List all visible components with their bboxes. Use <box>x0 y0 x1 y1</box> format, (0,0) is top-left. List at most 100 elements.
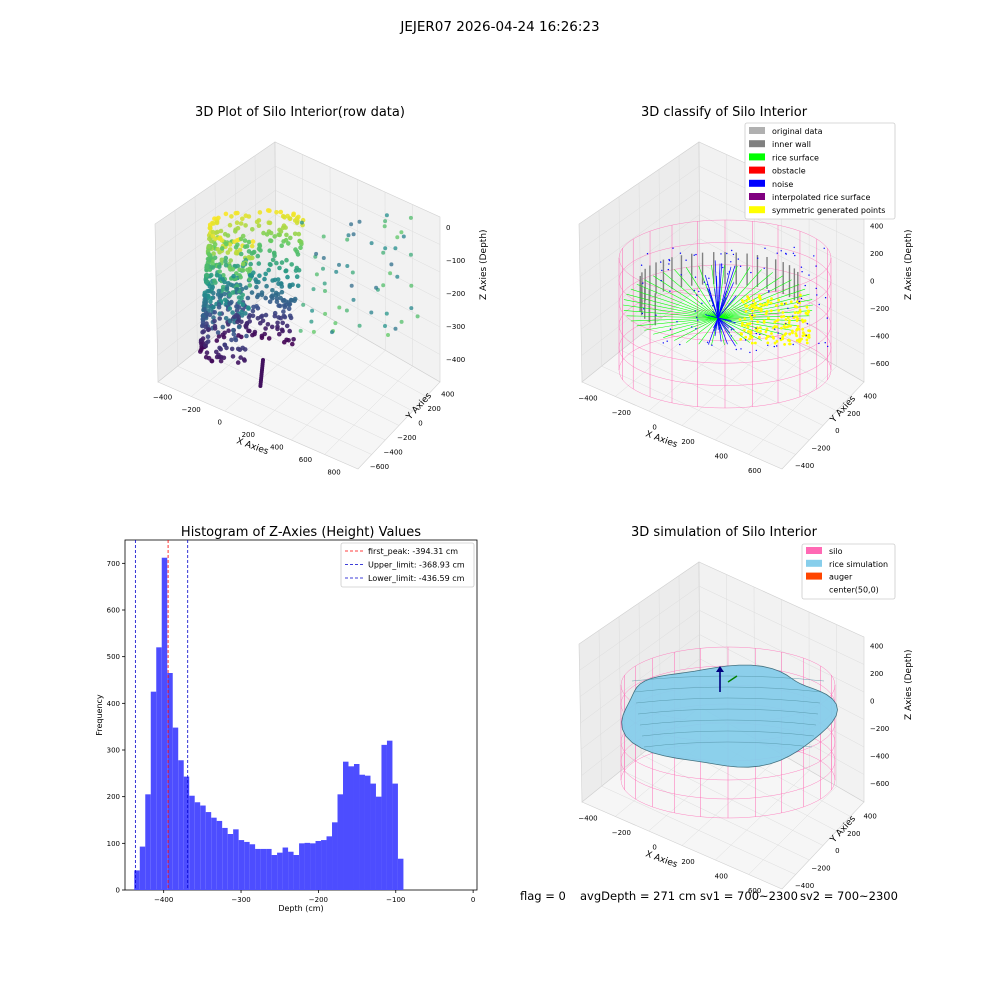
raw-data-point <box>270 278 275 283</box>
noise-ray <box>717 295 720 319</box>
raw-plot-ticks: −400−2000200400600800−600−400−2000200400… <box>153 224 465 476</box>
noise-point <box>721 264 723 266</box>
raw-data-outlier <box>369 241 374 246</box>
symmetric-point <box>781 311 785 314</box>
raw-data-outlier <box>311 287 316 292</box>
raw-data-point <box>236 324 242 330</box>
raw-data-point <box>235 319 240 325</box>
raw-data-point <box>230 310 235 315</box>
y-tick-label: 600 <box>107 607 120 615</box>
depth-histogram: Histogram of Z-Axies (Height) Values −40… <box>95 525 478 913</box>
histogram-bar <box>145 794 151 890</box>
symmetric-point <box>796 311 800 315</box>
raw-data-point <box>215 292 221 297</box>
rice-surface-ray <box>717 267 751 319</box>
noise-point <box>646 253 649 255</box>
histogram-bar <box>353 764 360 890</box>
raw-data-point <box>279 260 285 265</box>
histogram-bar <box>337 794 344 890</box>
raw-data-point <box>268 230 274 236</box>
raw-data-point <box>292 231 298 237</box>
symmetric-point <box>795 334 798 338</box>
raw-data-point <box>246 328 251 334</box>
rice-surface-ray <box>630 317 719 322</box>
raw-data-point <box>267 299 273 305</box>
symmetric-point <box>801 327 805 331</box>
x-tick-label: 600 <box>748 467 761 475</box>
raw-data-point <box>224 241 229 247</box>
symmetric-point <box>780 302 784 306</box>
raw-data-point <box>293 268 299 273</box>
noise-point <box>706 283 708 286</box>
histogram-bar <box>277 852 283 890</box>
raw-data-point <box>265 322 271 327</box>
raw-data-point <box>284 232 289 238</box>
raw-data-point <box>230 266 236 272</box>
y-tick-label: 700 <box>107 560 120 568</box>
raw-data-point <box>267 248 273 253</box>
symmetric-point <box>748 322 752 325</box>
raw-data-point <box>292 298 297 304</box>
histogram-bar <box>249 844 256 890</box>
raw-data-outlier <box>311 329 316 334</box>
raw-data-point <box>240 261 246 267</box>
raw-data-point <box>227 306 233 311</box>
raw-data-point <box>223 316 229 321</box>
symmetric-point <box>764 330 768 334</box>
histogram-bar <box>178 760 184 890</box>
raw-plot-title: 3D Plot of Silo Interior(row data) <box>195 105 405 120</box>
raw-data-point <box>243 311 248 316</box>
simulation-plot-legend: silo rice simulation auger center(50,0) <box>801 543 896 600</box>
raw-data-point <box>259 313 265 319</box>
raw-data-point <box>260 318 266 324</box>
symmetric-point <box>770 332 773 335</box>
y-tick-label: −200 <box>811 445 830 453</box>
y-tick-label: −400 <box>795 462 814 470</box>
symmetric-point <box>766 301 770 304</box>
symmetric-point <box>755 329 759 333</box>
y-tick-label: 0 <box>418 420 422 428</box>
z-tick-label: −200 <box>446 290 465 298</box>
surface-mesh-line <box>639 719 817 726</box>
raw-data-point <box>255 253 261 259</box>
y-tick-label: −400 <box>384 449 403 457</box>
symmetric-point <box>796 324 800 328</box>
raw-data-point <box>212 318 217 324</box>
raw-data-point <box>227 222 233 228</box>
z-tick-label: −600 <box>870 360 889 368</box>
raw-data-point <box>211 221 216 226</box>
noise-point <box>773 345 775 348</box>
noise-ray <box>707 287 719 319</box>
noise-point <box>697 319 699 321</box>
surface-mesh-line <box>635 697 821 704</box>
rice-surface-ray <box>686 317 719 343</box>
raw-data-outlier <box>383 246 388 251</box>
raw-data-point <box>282 215 287 220</box>
raw-data-point <box>277 331 282 337</box>
raw-data-outlier <box>322 281 327 286</box>
raw-data-point <box>225 233 231 238</box>
raw-data-point <box>223 259 228 264</box>
rice-simulation-surface <box>621 664 838 768</box>
raw-data-point <box>212 255 218 261</box>
symmetric-point <box>747 330 750 333</box>
rice-surface-ray <box>717 288 806 319</box>
noise-point <box>823 247 825 249</box>
raw-data-point <box>275 277 281 282</box>
noise-point <box>764 247 766 249</box>
noise-point <box>711 305 714 307</box>
raw-data-point <box>210 229 216 235</box>
noise-point <box>750 271 752 274</box>
legend-label: inner wall <box>772 140 811 149</box>
raw-data-outlier <box>345 237 350 242</box>
symmetric-point <box>777 298 780 302</box>
rice-surface-ray <box>622 304 719 319</box>
noise-point <box>801 271 803 273</box>
noise-point <box>728 271 730 273</box>
rice-surface-ray <box>644 279 719 319</box>
noise-point <box>679 252 682 254</box>
noise-ray <box>717 317 736 347</box>
raw-data-point <box>239 319 244 325</box>
histogram-xlabel: Depth (cm) <box>278 904 323 913</box>
y-tick-label: 100 <box>107 840 120 848</box>
